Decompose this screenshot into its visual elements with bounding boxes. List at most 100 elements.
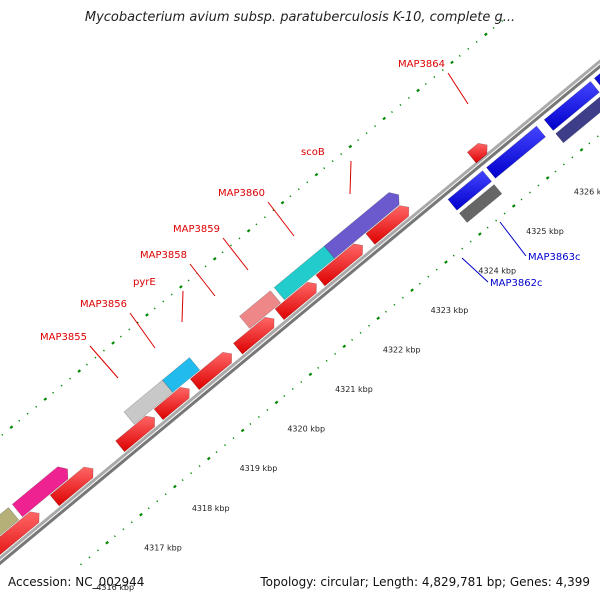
gene-leader-line	[447, 72, 469, 105]
reverse-gene-box	[447, 170, 493, 211]
ruler-dot	[162, 300, 165, 303]
ruler-dot	[444, 260, 448, 264]
ruler-dot	[291, 387, 294, 390]
gene-label[interactable]: scoB	[301, 147, 325, 158]
ruler-dot	[382, 116, 387, 121]
ruler-dot	[96, 549, 99, 552]
ruler-dot	[187, 279, 190, 282]
ruler-dot	[130, 521, 133, 524]
gene-label[interactable]: MAP3863c	[528, 252, 580, 263]
forward-gene-box	[49, 466, 94, 507]
gene-label[interactable]: MAP3862c	[490, 278, 542, 289]
ruler-dot	[385, 310, 387, 313]
ruler-dot	[257, 416, 260, 419]
ruler-dot	[122, 528, 125, 531]
ruler-dot	[596, 135, 599, 138]
forward-gene-box	[153, 386, 190, 421]
ruler-tick-label: 4326 kbp	[574, 187, 600, 196]
gene-leader-line	[461, 257, 489, 283]
forward-gene-box	[365, 205, 410, 245]
ruler-dot	[334, 352, 337, 355]
forward-gene-box	[466, 142, 488, 164]
ruler-dot	[401, 296, 404, 299]
ruler-dot	[331, 160, 334, 163]
ruler-dot	[170, 293, 173, 296]
ruler-ticks: 4316 kbp 4317 kbp 4318 kbp 4319 kbp 4320 kbp…	[96, 187, 600, 591]
ruler-dot	[105, 540, 109, 545]
ruler-dot	[588, 142, 591, 145]
ruler-dot	[156, 500, 159, 503]
forward-gene-box	[323, 192, 400, 259]
gene-features	[0, 73, 600, 556]
ruler-dot	[147, 507, 150, 510]
ruler-dot	[181, 479, 184, 482]
gene-label[interactable]: MAP3856	[80, 299, 127, 310]
ruler-dot	[495, 219, 498, 222]
ruler-dot	[323, 167, 326, 170]
ruler-dot	[190, 472, 193, 475]
reverse-gene-box	[486, 125, 546, 179]
ruler-dots	[1, 19, 599, 566]
ruler-dot	[571, 156, 574, 159]
gene-label[interactable]: MAP3858	[140, 250, 187, 261]
gene-label[interactable]: MAP3855	[40, 332, 87, 343]
gene-leader-line	[129, 312, 156, 349]
ruler-dot	[266, 409, 269, 411]
gene-leader-line	[189, 263, 216, 297]
gene-labels: MAP3855 MAP3856 pyrE MAP3858 MAP3859 MAP3860 s…	[40, 59, 580, 379]
ruler-tick-label: 4320 kbp	[287, 425, 325, 434]
ruler-tick-label: 4319 kbp	[240, 464, 278, 473]
ruler-dot	[545, 176, 550, 180]
gene-label[interactable]: MAP3859	[173, 224, 220, 235]
ruler-dot	[374, 125, 377, 128]
ruler-dot	[204, 265, 207, 268]
ruler-dot	[357, 139, 360, 142]
reverse-gene-box	[458, 184, 503, 223]
forward-gene-box	[0, 511, 40, 556]
accession-text: Accession: NC_002944	[8, 575, 145, 589]
ruler-dot	[342, 344, 347, 349]
ruler-dot	[215, 451, 218, 454]
gene-leader-line	[349, 160, 352, 195]
reverse-gene-box	[555, 96, 600, 144]
gene-leader-line	[267, 201, 295, 237]
gene-label[interactable]: MAP3860	[218, 188, 265, 199]
ruler-dot	[325, 359, 328, 362]
ruler-dot	[283, 394, 286, 397]
ruler-dot	[529, 191, 531, 194]
ruler-dot	[224, 444, 226, 447]
ruler-dot	[94, 356, 97, 359]
ruler-dot	[300, 380, 303, 383]
gene-label[interactable]: pyrE	[133, 277, 156, 288]
ruler-dot	[484, 32, 488, 37]
ruler-dot	[111, 341, 115, 345]
ruler-dot	[238, 237, 241, 240]
forward-gene-box	[239, 290, 282, 329]
ruler-dot	[9, 425, 14, 430]
ruler-dot	[492, 26, 495, 29]
ruler-dot	[537, 184, 540, 187]
ruler-dot	[416, 88, 420, 93]
ruler-dot	[139, 512, 143, 517]
ruler-dot	[368, 324, 371, 327]
ruler-dot	[317, 366, 320, 369]
ruler-dot	[452, 254, 455, 257]
ruler-dot	[365, 132, 368, 135]
forward-gene-box	[232, 316, 275, 355]
ruler-dot	[1, 433, 4, 436]
ruler-dot	[102, 349, 105, 352]
ruler-dot	[280, 200, 285, 205]
ruler-dot	[562, 163, 565, 166]
ruler-dot	[433, 75, 436, 78]
ruler-tick-label: 4324 kbp	[478, 267, 516, 276]
reverse-gene-box	[543, 80, 600, 131]
gene-label[interactable]: MAP3864	[398, 59, 445, 70]
ruler-dot	[128, 328, 131, 331]
ruler-dot	[198, 465, 201, 468]
map-title: Mycobacterium avium subsp. paratuberculo…	[84, 10, 516, 25]
ruler-dot	[18, 419, 21, 422]
ruler-dot	[427, 275, 430, 278]
ruler-dot	[579, 148, 584, 152]
